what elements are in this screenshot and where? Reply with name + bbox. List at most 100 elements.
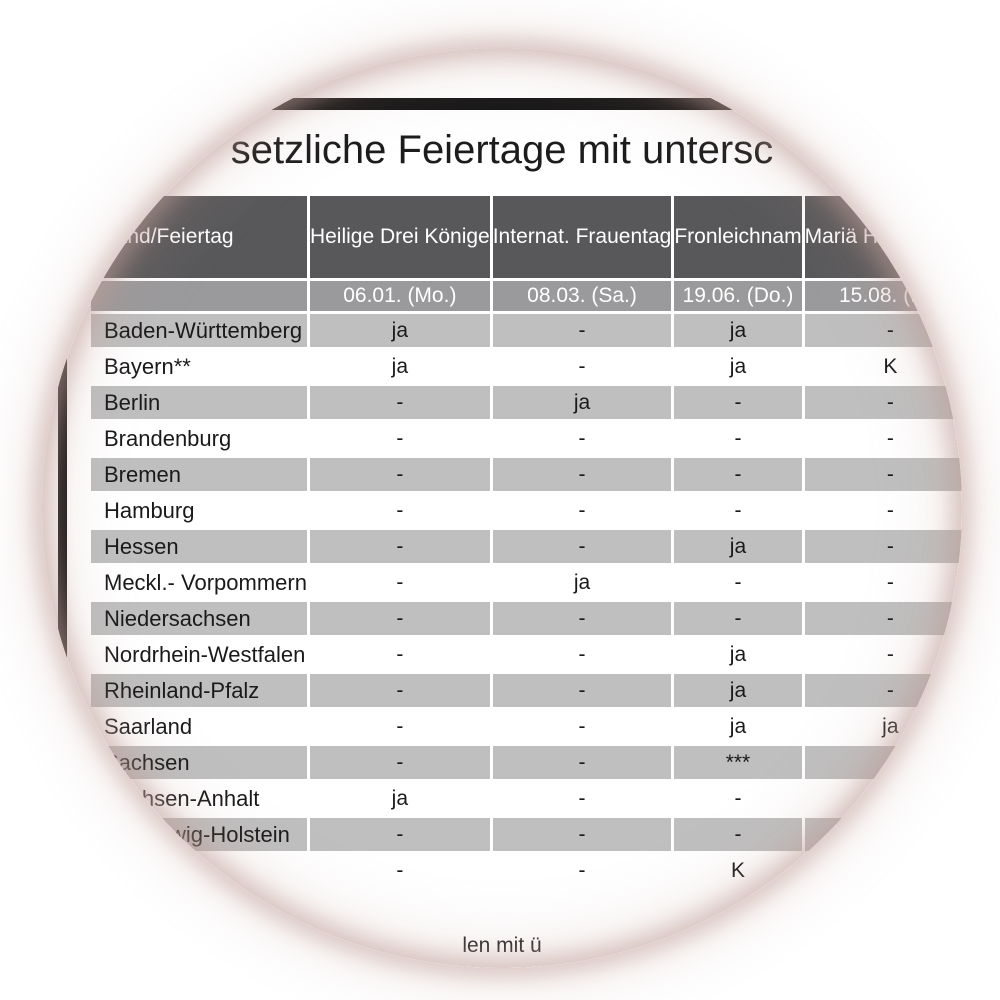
- value-cell: K: [671, 851, 805, 890]
- value-cell: -: [801, 599, 962, 638]
- column-header-cell: Heilige Drei Könige: [306, 193, 493, 281]
- value-cell: -: [671, 563, 805, 602]
- value-cell: ja: [671, 527, 805, 566]
- value-cell: -: [489, 419, 675, 458]
- value-cell: -: [801, 527, 962, 566]
- value-cell: ja: [671, 311, 805, 350]
- value-cell: -: [306, 599, 493, 638]
- product-image-circle: setzliche Feiertage mit untersc Land/Fei…: [42, 48, 962, 968]
- value-cell: -: [306, 671, 493, 710]
- column-header-cell: Mariä Himmelfahrt: [801, 193, 962, 281]
- date-cell: 19.06. (Do.): [671, 278, 805, 314]
- value-cell: ja: [671, 347, 805, 386]
- value-cell: -: [489, 491, 675, 530]
- state-cell: Hessen: [88, 527, 310, 566]
- value-cell: -: [489, 599, 675, 638]
- column-header-cell: Internat. Frauentag: [489, 193, 675, 281]
- table-row: Hamburg - - - - -: [88, 491, 962, 530]
- value-cell: ja: [801, 707, 962, 746]
- state-cell: Saarland: [88, 707, 310, 746]
- column-header-cell: Fronleichnam: [671, 193, 805, 281]
- holidays-table-wrap: Land/Feiertag Heilige Drei Könige Intern…: [88, 193, 962, 890]
- state-cell: [88, 851, 310, 890]
- table-row: Bremen - - - - -: [88, 455, 962, 494]
- value-cell: -: [671, 815, 805, 854]
- value-cell: -: [671, 779, 805, 818]
- value-cell: K: [801, 347, 962, 386]
- value-cell: -: [801, 383, 962, 422]
- value-cell: -: [306, 527, 493, 566]
- state-cell: Berlin: [88, 383, 310, 422]
- value-cell: -: [801, 851, 962, 890]
- value-cell: -: [306, 491, 493, 530]
- state-cell: Nordrhein-Westfalen: [88, 635, 310, 674]
- value-cell: -: [306, 383, 493, 422]
- table-row: Niedersachsen - - - - -: [88, 599, 962, 638]
- value-cell: -: [671, 491, 805, 530]
- table-row: - - K -: [88, 851, 962, 890]
- date-cell: 06.01. (Mo.): [306, 278, 493, 314]
- value-cell: -: [489, 527, 675, 566]
- state-cell: Bayern**: [88, 347, 310, 386]
- value-cell: -: [801, 743, 962, 782]
- holidays-table: Land/Feiertag Heilige Drei Könige Intern…: [88, 193, 962, 890]
- page-title: setzliche Feiertage mit untersc: [230, 128, 774, 172]
- state-cell: Sachsen: [88, 743, 310, 782]
- value-cell: -: [306, 743, 493, 782]
- value-cell: -: [306, 635, 493, 674]
- value-cell: -: [489, 707, 675, 746]
- state-cell: Bremen: [88, 455, 310, 494]
- table-row: Nordrhein-Westfalen - - ja - -: [88, 635, 962, 674]
- corner-header-cell: Land/Feiertag: [88, 193, 310, 281]
- date-cell: 08.03. (Sa.): [489, 278, 675, 314]
- value-cell: ja: [671, 707, 805, 746]
- value-cell: -: [801, 635, 962, 674]
- value-cell: -: [671, 419, 805, 458]
- value-cell: ja: [671, 635, 805, 674]
- table-row: Sachsen - - *** - -: [88, 743, 962, 782]
- state-cell: Rheinland-Pfalz: [88, 671, 310, 710]
- value-cell: ja: [306, 311, 493, 350]
- value-cell: -: [489, 743, 675, 782]
- value-cell: -: [489, 671, 675, 710]
- state-cell: Schleswig-Holstein: [88, 815, 310, 854]
- table-row: Berlin - ja - - -: [88, 383, 962, 422]
- value-cell: -: [306, 563, 493, 602]
- state-cell: Niedersachsen: [88, 599, 310, 638]
- value-cell: ja: [489, 563, 675, 602]
- value-cell: -: [801, 563, 962, 602]
- state-cell: Hamburg: [88, 491, 310, 530]
- table-row: Schleswig-Holstein - - - -: [88, 815, 962, 854]
- table-row: Meckl.- Vorpommern - ja - - -: [88, 563, 962, 602]
- value-cell: -: [489, 635, 675, 674]
- value-cell: -: [801, 815, 962, 854]
- date-cell: 15.08. (Fr.): [801, 278, 962, 314]
- value-cell: ja: [671, 671, 805, 710]
- value-cell: ja: [306, 347, 493, 386]
- value-cell: ja: [489, 383, 675, 422]
- value-cell: -: [801, 671, 962, 710]
- value-cell: -: [671, 599, 805, 638]
- state-cell: Baden-Württemberg: [88, 311, 310, 350]
- value-cell: ***: [671, 743, 805, 782]
- table-row: Saarland - - ja ja -: [88, 707, 962, 746]
- state-cell: Sachsen-Anhalt: [88, 779, 310, 818]
- value-cell: -: [801, 455, 962, 494]
- table-row: Baden-Württemberg ja - ja - -: [88, 311, 962, 350]
- value-cell: -: [489, 815, 675, 854]
- value-cell: -: [489, 779, 675, 818]
- date-corner-cell: [88, 278, 310, 314]
- table-row: Brandenburg - - - - -: [88, 419, 962, 458]
- table-row: Hessen - - ja - -: [88, 527, 962, 566]
- value-cell: ja: [306, 779, 493, 818]
- table-row: Bayern** ja - ja K -: [88, 347, 962, 386]
- value-cell: -: [306, 815, 493, 854]
- table-row: Sachsen-Anhalt ja - - -: [88, 779, 962, 818]
- value-cell: -: [801, 491, 962, 530]
- table-row: Rheinland-Pfalz - - ja - -: [88, 671, 962, 710]
- value-cell: -: [489, 851, 675, 890]
- state-cell: Meckl.- Vorpommern: [88, 563, 310, 602]
- state-cell: Brandenburg: [88, 419, 310, 458]
- value-cell: -: [489, 455, 675, 494]
